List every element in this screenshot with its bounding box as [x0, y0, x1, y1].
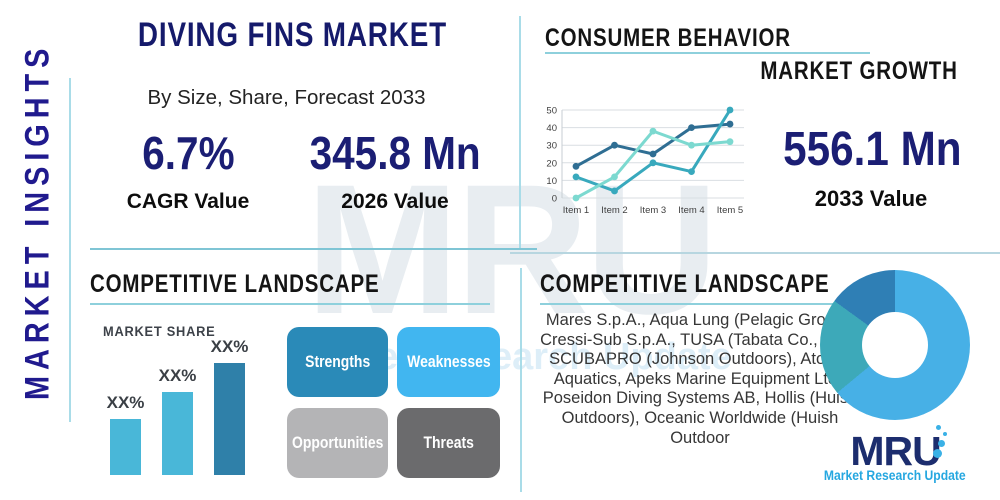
bar-rect [162, 392, 193, 475]
line-chart-svg: 0 10 20 30 40 50 Item 1 Item 2 Item 3 Item 4 Item … [546, 106, 744, 216]
company-list: Mares S.p.A., Aqua Lung (Pelagic Group),… [540, 311, 860, 447]
svg-text:0: 0 [552, 194, 557, 205]
swot-opportunities-box: Opportunities [287, 408, 388, 478]
bar-rect [110, 419, 141, 475]
logo-bubble-icon [933, 449, 942, 458]
bottom-vertical-divider [520, 268, 522, 492]
series-teal [574, 108, 732, 193]
svg-text:10: 10 [546, 176, 557, 187]
swot-strengths-box: Strengths [287, 327, 388, 397]
bar-value-label: XX% [210, 337, 249, 356]
swot-weaknesses-label: Weaknesses [406, 352, 491, 371]
bar-value-label: XX% [158, 366, 197, 385]
competitive-landscape-right-underline [540, 303, 875, 305]
swot-threats-box: Threats [397, 408, 500, 478]
svg-text:Item 3: Item 3 [640, 205, 666, 216]
swot-grid: Strengths Weaknesses Opportunities Threa… [287, 327, 500, 478]
forecast-value: 556.1 Mn [783, 123, 962, 176]
market-share-bar-chart: XX% XX% XX% [107, 337, 248, 475]
page-subtitle: By Size, Share, Forecast 2033 [147, 86, 426, 109]
donut-hole [862, 312, 928, 378]
market-share-bar: XX% [159, 352, 196, 475]
svg-text:20: 20 [546, 158, 557, 169]
left-horizontal-divider [90, 248, 537, 250]
watermark-logo-text: MRU [305, 147, 718, 353]
competitor-donut-chart [820, 270, 970, 420]
svg-text:Item 4: Item 4 [678, 205, 704, 216]
svg-text:30: 30 [546, 141, 557, 152]
swot-weaknesses-box: Weaknesses [397, 327, 500, 397]
svg-text:40: 40 [546, 123, 557, 134]
top-vertical-divider [519, 16, 521, 250]
cagr-value: 6.7% [141, 127, 235, 179]
swot-threats-label: Threats [423, 433, 474, 452]
forecast-label: 2033 Value [814, 186, 928, 211]
swot-strengths-label: Strengths [304, 352, 371, 371]
right-horizontal-divider [510, 252, 1000, 254]
market-share-heading: MARKET SHARE [103, 324, 216, 339]
svg-text:50: 50 [546, 106, 557, 117]
consumer-behavior-underline [545, 52, 870, 54]
market-growth-heading: MARKET GROWTH [760, 57, 958, 85]
competitive-landscape-left-heading: COMPETITIVE LANDSCAPE [90, 270, 380, 298]
market-share-bar: XX% [107, 352, 144, 475]
base-year-value: 345.8 Mn [309, 127, 481, 179]
mru-logo-tagline: Market Research Update [824, 468, 966, 483]
bar-rect [214, 363, 245, 475]
consumer-behavior-line-chart: 0 10 20 30 40 50 Item 1 Item 2 Item 3 Item 4 Item … [536, 96, 752, 220]
svg-text:Item 2: Item 2 [601, 205, 627, 216]
competitive-landscape-right-heading: COMPETITIVE LANDSCAPE [540, 270, 830, 298]
logo-bubble-icon [936, 425, 941, 430]
sidebar-divider-line [69, 78, 71, 422]
swot-opportunities-label: Opportunities [291, 433, 384, 452]
svg-text:Item 5: Item 5 [717, 205, 743, 216]
base-year-label: 2026 Value [341, 190, 449, 213]
consumer-behavior-heading: CONSUMER BEHAVIOR [545, 24, 791, 52]
mru-logo: MRU [850, 428, 941, 474]
market-share-bar: XX% [211, 337, 248, 475]
logo-bubble-icon [943, 432, 947, 436]
watermark: MRU Market Research Update [260, 147, 760, 379]
cagr-label: CAGR Value [126, 190, 250, 213]
sidebar-vertical-label: MARKET INSIGHTS [18, 42, 57, 400]
competitive-landscape-left-underline [90, 303, 490, 305]
logo-bubble-icon [938, 440, 945, 447]
page-title: DIVING FINS MARKET [137, 16, 447, 54]
bar-value-label: XX% [106, 393, 145, 412]
svg-text:Item 1: Item 1 [563, 205, 589, 216]
